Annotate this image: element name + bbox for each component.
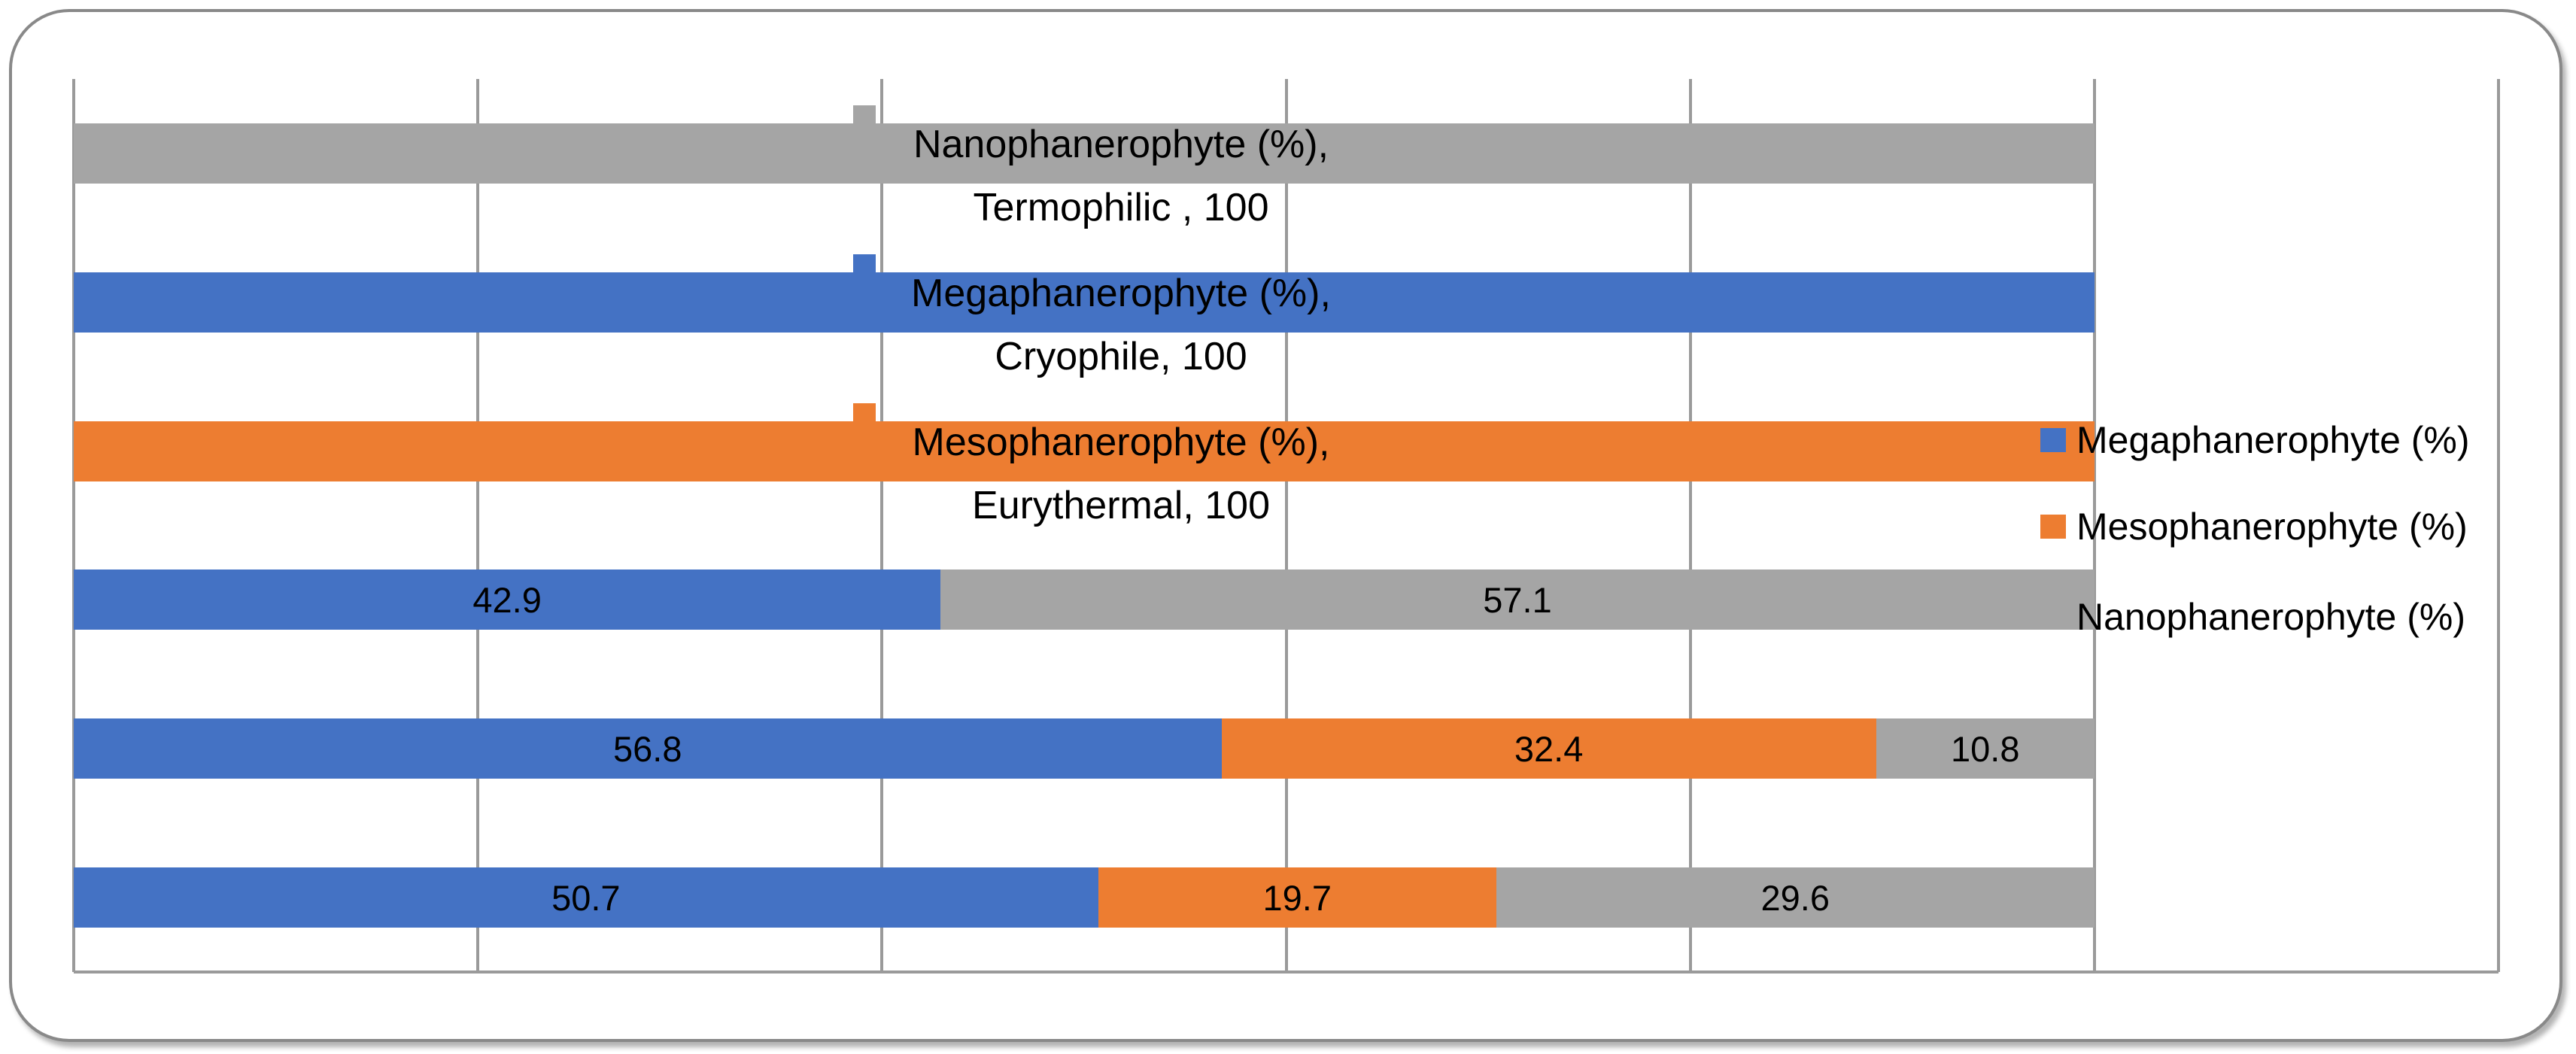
- bar-segment: 29.6: [1496, 867, 2095, 928]
- gridline-120pct: [2497, 79, 2500, 972]
- bar-segment: [74, 421, 2095, 481]
- gridline-0pct: [72, 79, 75, 972]
- bar-segment: [74, 123, 2095, 184]
- gridline-80pct: [1689, 79, 1692, 972]
- data-label-line: Eurythermal, 100: [972, 484, 1270, 527]
- bar-row-eurythermal: [74, 421, 2095, 481]
- bar-segment: 50.7: [74, 867, 1098, 928]
- data-label-callout: Nanophanerophyte (%), Termophilic , 100: [782, 113, 1460, 239]
- data-label-key-square: [853, 403, 876, 424]
- bar-segment: 57.1: [940, 570, 2095, 630]
- value-axis-line: [74, 970, 2499, 974]
- bar-segment: 10.8: [1876, 718, 2095, 779]
- bar-segment: 42.9: [74, 570, 941, 630]
- bar-segment: 32.4: [1221, 718, 1876, 779]
- data-label-callout: Megaphanerophyte (%), Cryophile, 100: [782, 262, 1460, 388]
- data-label-line: Termophilic , 100: [973, 186, 1269, 229]
- bar-segment: 19.7: [1098, 867, 1496, 928]
- data-label-key-square: [853, 105, 876, 126]
- segment-value-label: 19.7: [1262, 877, 1332, 918]
- segment-value-label: 50.7: [551, 877, 621, 918]
- bar-segment: [74, 272, 2095, 333]
- data-label-line: Cryophile, 100: [995, 335, 1247, 378]
- plot-area: Nanophanerophyte (%), Termophilic , 100 Me…: [72, 79, 2500, 974]
- data-label-line: Mesophanerophyte (%),: [912, 421, 1330, 464]
- gridline-20pct: [476, 79, 479, 972]
- bar-row-5: 56.8 32.4 10.8: [74, 718, 2095, 779]
- data-label-line: Megaphanerophyte (%),: [911, 272, 1331, 315]
- segment-value-label: 29.6: [1760, 877, 1830, 918]
- gridline-40pct: [880, 79, 883, 972]
- bar-row-4: 42.9 57.1: [74, 570, 2095, 630]
- data-label-line: Nanophanerophyte (%),: [913, 123, 1329, 166]
- bar-segment: 56.8: [74, 718, 1222, 779]
- segment-value-label: 10.8: [1951, 728, 2020, 769]
- bar-row-termophilic: [74, 123, 2095, 184]
- segment-value-label: 57.1: [1483, 579, 1552, 620]
- segment-value-label: 42.9: [472, 579, 542, 620]
- data-label-key-square: [853, 254, 876, 275]
- segment-value-label: 32.4: [1514, 728, 1584, 769]
- gridline-60pct: [1285, 79, 1288, 972]
- gridline-100pct: [2093, 79, 2096, 972]
- bar-row-6: 50.7 19.7 29.6: [74, 867, 2095, 928]
- data-label-callout: Mesophanerophyte (%), Eurythermal, 100: [782, 411, 1460, 537]
- bar-row-cryophile: [74, 272, 2095, 333]
- segment-value-label: 56.8: [613, 728, 682, 769]
